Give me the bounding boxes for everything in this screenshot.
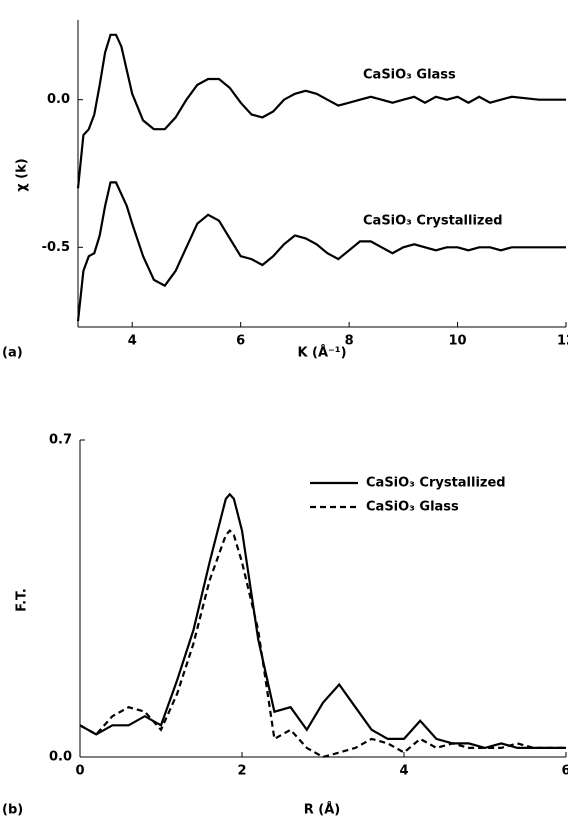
legend-label: CaSiO₃ Glass [366,500,459,515]
x-tick-label: 2 [237,764,246,779]
data-line [79,528,566,759]
series-label: CaSiO₃ Glass [363,68,456,83]
panel-label: (a) [2,346,23,361]
y-tick-label: 0.0 [49,750,72,765]
x-tick-label: 6 [561,764,568,779]
x-tick-label: 8 [345,334,354,349]
x-tick-label: 4 [399,764,408,779]
data-line [76,33,566,189]
y-tick-label: 0.0 [47,92,70,107]
data-line [79,492,566,750]
y-axis-title: F.T. [15,588,30,612]
x-axis-title: R (Å) [304,802,340,818]
x-tick-label: 10 [449,334,467,349]
x-tick-label: 0 [75,764,84,779]
legend-label: CaSiO₃ Crystallized [366,476,506,491]
y-axis-title: χ (k) [15,158,30,191]
x-axis-title: K (Å⁻¹) [297,345,346,361]
series-label: CaSiO₃ Crystallized [363,214,503,229]
x-tick-label: 6 [236,334,245,349]
x-tick-label: 4 [128,334,137,349]
data-line [76,181,566,322]
x-tick-label: 12 [557,334,568,349]
y-tick-label: 0.7 [49,433,72,448]
y-tick-label: -0.5 [42,240,70,255]
panel-label: (b) [2,803,23,818]
